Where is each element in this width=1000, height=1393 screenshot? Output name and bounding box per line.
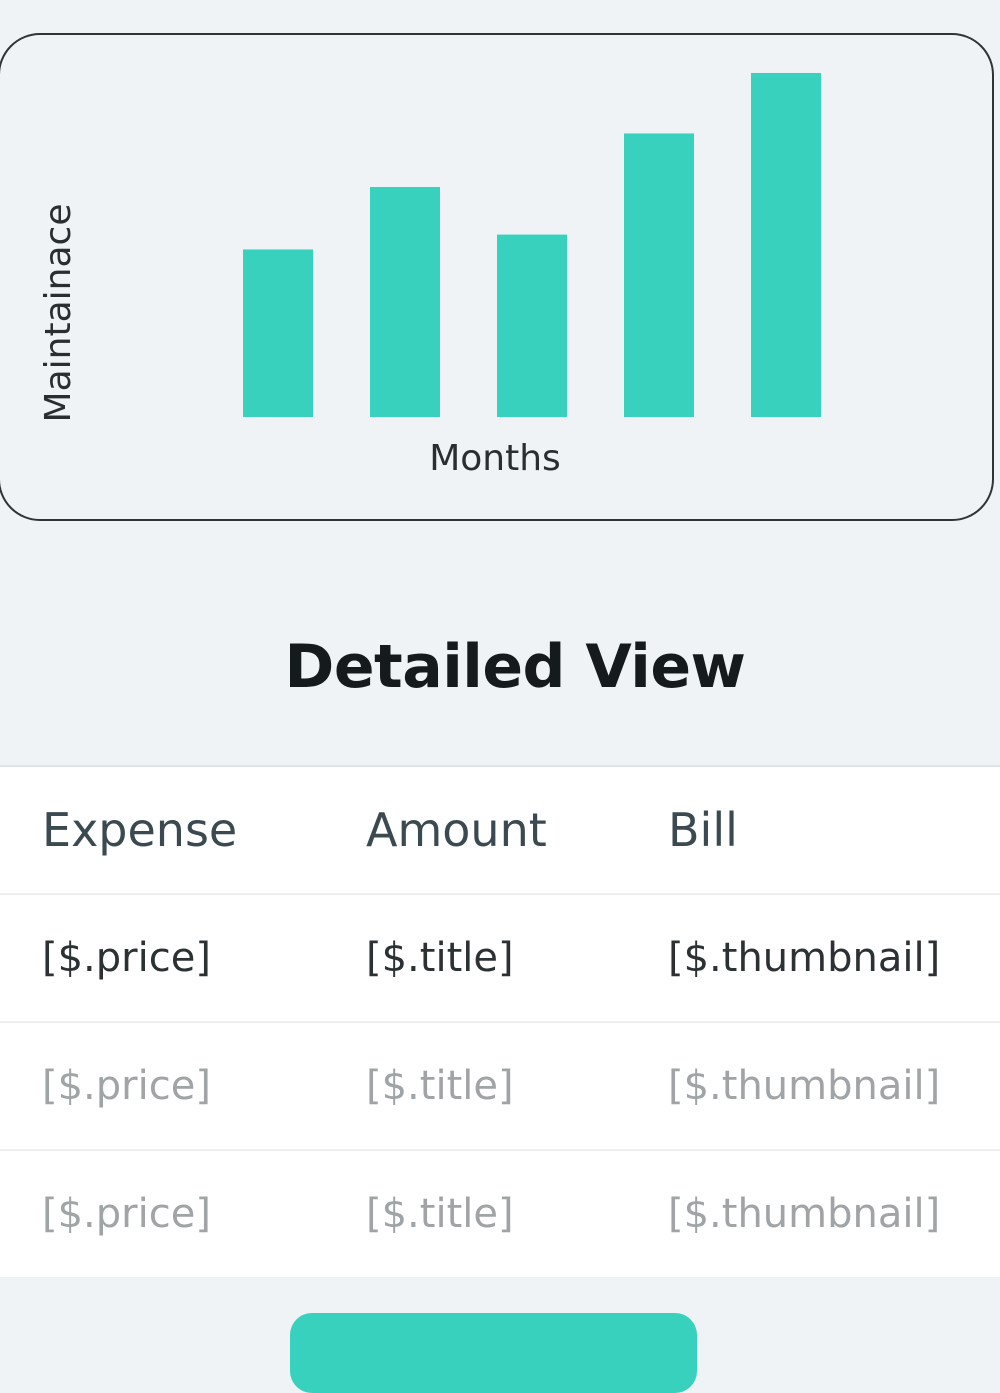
cell-expense: [$.price] [42,935,211,981]
x-axis-label: Months [429,438,561,479]
cell-bill: [$.thumbnail] [668,935,941,981]
header-bill: Bill [668,803,738,857]
table-header-row: Expense Amount Bill [0,767,1000,895]
page-title: Detailed View [284,632,746,702]
cell-bill: [$.thumbnail] [668,1191,941,1237]
header-amount: Amount [366,803,547,857]
y-axis-label: Maintainace [38,204,79,423]
add-button[interactable] [290,1313,697,1393]
detail-table: Expense Amount Bill [$.price] [$.title] … [0,765,1000,1277]
table-row[interactable]: [$.price] [$.title] [$.thumbnail] [0,1151,1000,1277]
chart-card: Maintainace Months [0,33,994,521]
bar-5 [751,72,821,417]
table-row[interactable]: [$.price] [$.title] [$.thumbnail] [0,895,1000,1023]
bar-chart: Maintainace Months [38,72,821,479]
table-row[interactable]: [$.price] [$.title] [$.thumbnail] [0,1023,1000,1151]
bar-3 [497,234,567,417]
cell-amount: [$.title] [366,935,514,981]
cell-amount: [$.title] [366,1191,514,1237]
bar-1 [243,249,313,417]
cell-amount: [$.title] [366,1063,514,1109]
cell-expense: [$.price] [42,1191,211,1237]
cell-bill: [$.thumbnail] [668,1063,941,1109]
cell-expense: [$.price] [42,1063,211,1109]
bar-4 [624,133,694,418]
bar-2 [370,186,440,417]
header-expense: Expense [42,803,238,857]
